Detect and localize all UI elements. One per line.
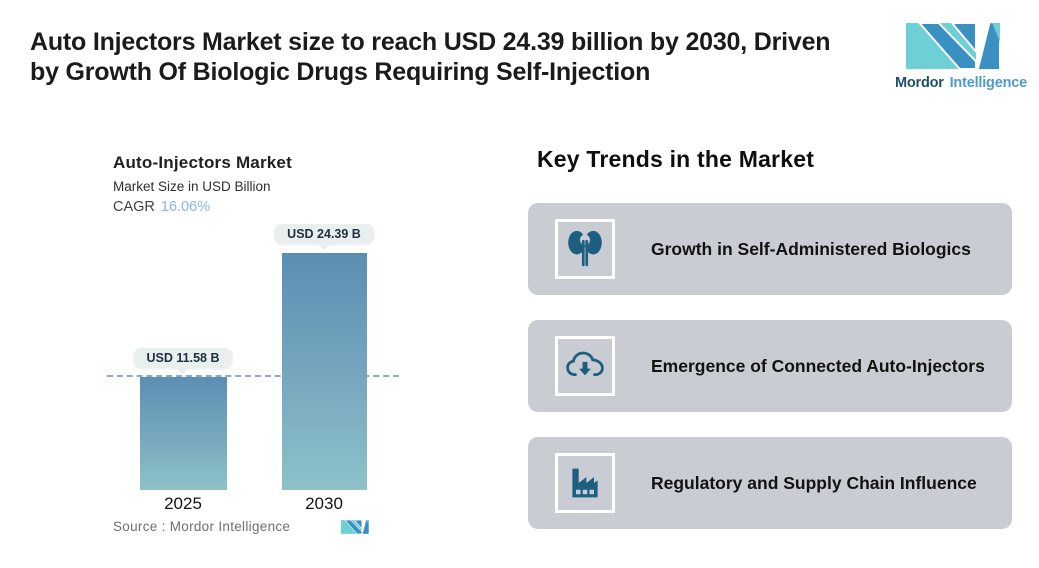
page-title: Auto Injectors Market size to reach USD … [30, 27, 870, 87]
icon-box [555, 219, 615, 279]
page-title-line-1: Auto Injectors Market size to reach USD … [30, 28, 831, 56]
trend-card-label: Regulatory and Supply Chain Influence [651, 472, 977, 493]
kidneys-icon [568, 230, 602, 267]
x-axis-label-2030: 2030 [305, 494, 343, 513]
page-title-line-2: by Growth Of Biologic Drugs Requiring Se… [30, 58, 651, 86]
bar-value-label-2025: USD 11.58 B [133, 348, 233, 368]
x-axis-label-2025: 2025 [164, 494, 202, 513]
chart-header: Auto-Injectors Market Market Size in USD… [113, 153, 292, 215]
factory-icon [572, 468, 598, 498]
icon-box [555, 453, 615, 513]
chart-title: Auto-Injectors Market [113, 153, 292, 172]
trend-card-connected-auto-injectors: Emergence of Connected Auto-Injectors [528, 320, 1012, 412]
brand-name-bold: Mordor [895, 75, 944, 91]
trend-card-regulatory-supply-chain: Regulatory and Supply Chain Influence [528, 437, 1012, 529]
mordor-intelligence-mini-logo-icon [341, 519, 369, 534]
chart-subtitle: Market Size in USD Billion [113, 179, 271, 194]
bar-2030 [282, 253, 367, 490]
trend-card-label: Growth in Self-Administered Biologics [651, 238, 971, 259]
reference-dashed-line [107, 375, 399, 377]
x-axis-labels: 2025 2030 [107, 494, 399, 514]
cloud-download-icon [566, 351, 604, 378]
trend-card-self-administered-biologics: Growth in Self-Administered Biologics [528, 203, 1012, 295]
bar-value-label-2030: USD 24.39 B [274, 224, 374, 244]
brand-logo: Mordor Intelligence [895, 22, 1027, 91]
mordor-intelligence-logo-icon [906, 22, 1000, 70]
cagr-label: CAGR [113, 199, 155, 215]
key-trends-heading: Key Trends in the Market [537, 146, 815, 172]
bar-2025 [140, 377, 227, 490]
trend-card-label: Emergence of Connected Auto-Injectors [651, 355, 985, 376]
chart-cagr: CAGR 16.06% [113, 199, 292, 215]
bar-chart-plot: USD 11.58 B USD 24.39 B [107, 224, 399, 490]
brand-name-light: Intelligence [949, 75, 1028, 91]
cagr-value: 16.06% [160, 199, 211, 215]
brand-name: Mordor Intelligence [895, 75, 1027, 91]
source-row: Source : Mordor Intelligence [113, 519, 369, 534]
source-text: Source : Mordor Intelligence [113, 519, 291, 534]
icon-box [555, 336, 615, 396]
